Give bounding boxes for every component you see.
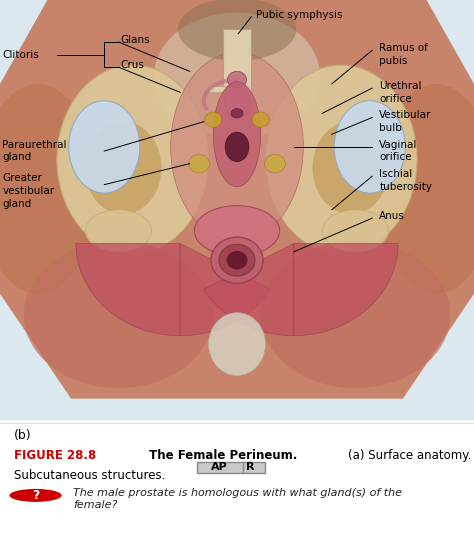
Wedge shape (76, 243, 180, 336)
Text: gland: gland (2, 199, 32, 209)
Text: Paraurethral: Paraurethral (2, 140, 67, 150)
Ellipse shape (334, 101, 405, 193)
Text: gland: gland (2, 152, 32, 162)
Ellipse shape (85, 122, 161, 214)
Circle shape (219, 244, 255, 276)
Ellipse shape (225, 82, 249, 119)
Ellipse shape (57, 65, 209, 254)
Text: Clitoris: Clitoris (2, 49, 39, 60)
Ellipse shape (154, 12, 320, 138)
Bar (223, 30, 251, 93)
Ellipse shape (0, 84, 97, 294)
Ellipse shape (225, 132, 249, 161)
Circle shape (189, 154, 210, 173)
Ellipse shape (231, 109, 243, 118)
Ellipse shape (85, 210, 152, 252)
Text: orifice: orifice (379, 94, 412, 104)
Bar (230, 86, 246, 93)
Text: (b): (b) (14, 429, 32, 442)
Text: ?: ? (32, 489, 39, 502)
Text: Vestibular: Vestibular (379, 110, 431, 121)
Text: Subcutaneous structures.: Subcutaneous structures. (14, 469, 165, 483)
Ellipse shape (313, 122, 389, 214)
Circle shape (264, 154, 285, 173)
Text: Pubic symphysis: Pubic symphysis (256, 10, 342, 20)
Text: The Female Perineum.: The Female Perineum. (145, 449, 297, 462)
Circle shape (227, 251, 247, 270)
Ellipse shape (213, 82, 261, 187)
Text: tuberosity: tuberosity (379, 182, 432, 192)
Text: pubis: pubis (379, 56, 408, 66)
Ellipse shape (209, 313, 265, 376)
FancyBboxPatch shape (0, 0, 474, 420)
Text: Greater: Greater (2, 173, 42, 183)
Text: Urethral: Urethral (379, 81, 422, 91)
PathPatch shape (0, 0, 474, 399)
Wedge shape (203, 243, 294, 336)
Circle shape (252, 112, 269, 127)
Ellipse shape (228, 72, 246, 88)
Ellipse shape (178, 0, 296, 61)
Text: AP: AP (211, 462, 228, 472)
Text: vestibular: vestibular (2, 186, 55, 196)
Text: Ischial: Ischial (379, 169, 412, 179)
Wedge shape (294, 243, 398, 336)
Text: R: R (246, 462, 255, 472)
Text: Ramus of: Ramus of (379, 43, 428, 53)
Text: The male prostate is homologous with what gland(s) of the
female?: The male prostate is homologous with wha… (73, 489, 402, 510)
Text: bulb: bulb (379, 123, 402, 133)
Text: orifice: orifice (379, 152, 412, 162)
Text: Anus: Anus (379, 211, 405, 221)
Text: FIGURE 28.8: FIGURE 28.8 (14, 449, 97, 462)
Ellipse shape (261, 241, 450, 388)
Ellipse shape (24, 241, 213, 388)
Ellipse shape (322, 210, 389, 252)
FancyBboxPatch shape (197, 462, 265, 473)
Bar (209, 86, 225, 93)
Text: Crus: Crus (121, 60, 145, 70)
Circle shape (205, 112, 222, 127)
Text: Glans: Glans (121, 35, 151, 45)
Wedge shape (180, 243, 271, 336)
Ellipse shape (69, 101, 140, 193)
Ellipse shape (265, 65, 417, 254)
Circle shape (211, 237, 263, 283)
Ellipse shape (377, 84, 474, 294)
Circle shape (9, 489, 62, 502)
Ellipse shape (194, 206, 280, 256)
Text: (a) Surface anatomy. (b): (a) Surface anatomy. (b) (348, 449, 474, 462)
Ellipse shape (171, 53, 303, 241)
Text: Vaginal: Vaginal (379, 140, 418, 150)
